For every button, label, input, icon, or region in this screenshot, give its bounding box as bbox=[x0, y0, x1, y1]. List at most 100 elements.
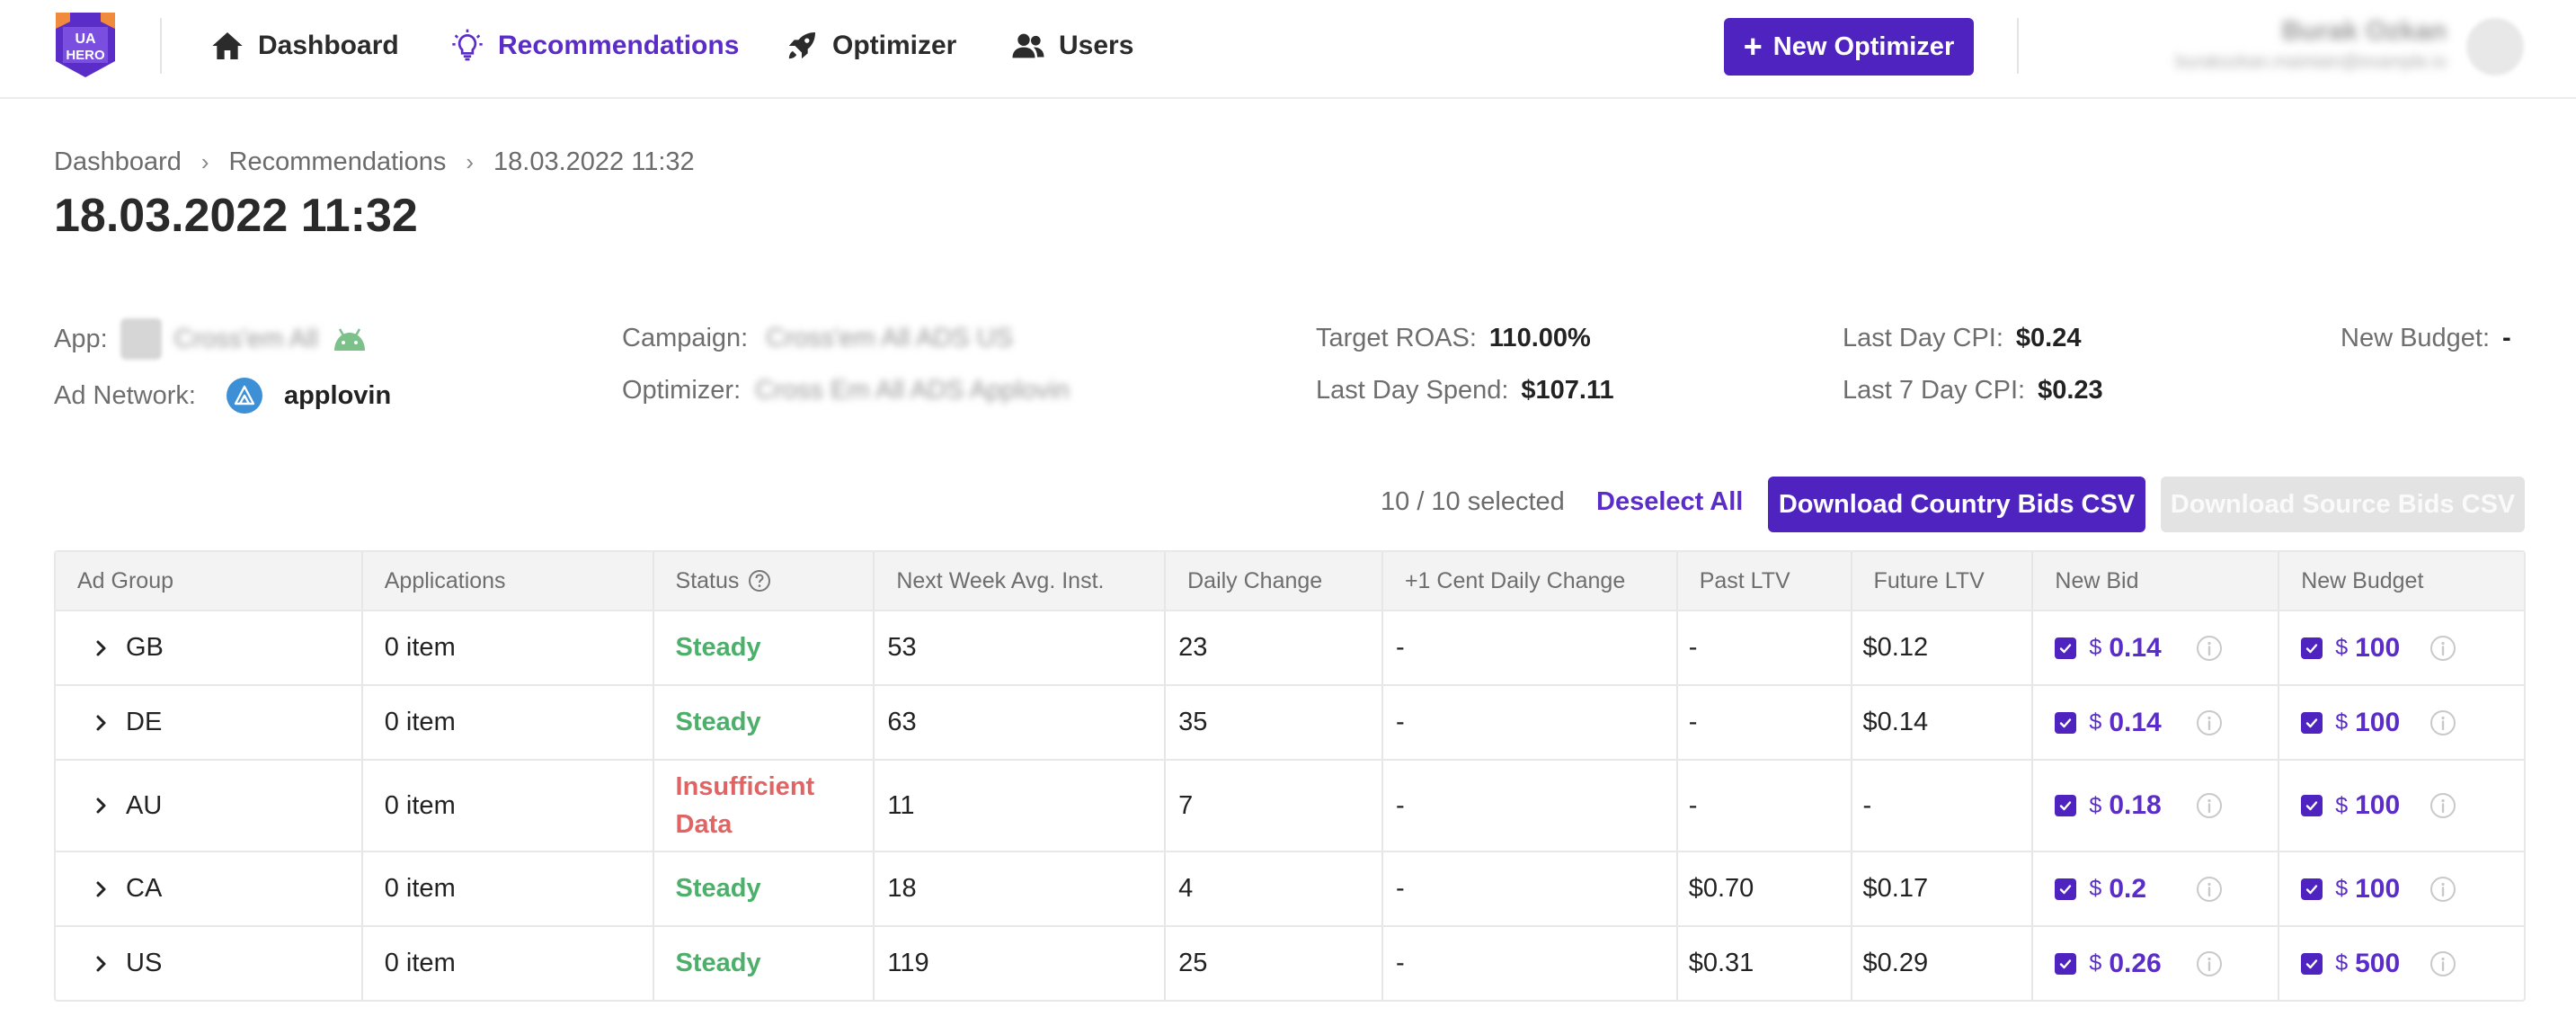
new-bid-value[interactable]: 0.14 bbox=[2109, 707, 2162, 737]
cell-status: Steady bbox=[654, 927, 875, 1000]
cell-applications: 0 item bbox=[363, 611, 654, 684]
nav-item-recommendations[interactable]: Recommendations bbox=[449, 25, 739, 67]
cell-ad-group: AU bbox=[56, 761, 363, 851]
home-icon bbox=[212, 32, 243, 59]
ad-group-name: GB bbox=[126, 633, 164, 662]
deselect-all-button[interactable]: Deselect All bbox=[1596, 487, 1744, 516]
new-budget-checkbox[interactable] bbox=[2301, 711, 2323, 734]
info-icon[interactable] bbox=[2429, 791, 2457, 820]
cell-applications: 0 item bbox=[363, 927, 654, 1000]
cell-past-ltv: - bbox=[1678, 611, 1852, 684]
status-label: Steady bbox=[675, 708, 761, 736]
header-future-ltv: Future LTV bbox=[1852, 552, 2034, 610]
ad-group-name: AU bbox=[126, 790, 163, 820]
cell-past-ltv: - bbox=[1678, 686, 1852, 759]
breadcrumb-recommendations[interactable]: Recommendations bbox=[228, 147, 447, 176]
breadcrumb-dashboard[interactable]: Dashboard bbox=[54, 147, 182, 176]
help-circle-icon[interactable] bbox=[748, 569, 771, 593]
expand-row-toggle[interactable]: CA bbox=[92, 874, 162, 904]
new-budget-checkbox[interactable] bbox=[2301, 878, 2323, 900]
avatar[interactable] bbox=[2466, 18, 2524, 76]
new-bid-checkbox[interactable] bbox=[2055, 795, 2077, 816]
info-icon[interactable] bbox=[2429, 634, 2457, 663]
recommendations-table: Ad Group Applications Status Next Week A… bbox=[54, 550, 2526, 1002]
download-country-bids-button[interactable]: Download Country Bids CSV bbox=[1768, 477, 2145, 532]
info-icon[interactable] bbox=[2195, 875, 2224, 904]
cell-status: Insufficient Data bbox=[654, 761, 875, 851]
info-icon[interactable] bbox=[2195, 709, 2224, 737]
table-row: AU 0 item Insufficient Data 11 7- - - $0.18 $100 bbox=[56, 759, 2524, 851]
plus-icon: + bbox=[1743, 28, 1763, 65]
download-source-bids-button[interactable]: Download Source Bids CSV bbox=[2161, 477, 2525, 532]
cell-plus-cent-daily-change: - bbox=[1383, 686, 1678, 759]
new-budget-value[interactable]: 500 bbox=[2355, 948, 2401, 978]
cell-next-week-avg-inst: 119 bbox=[875, 927, 1167, 1000]
ua-hero-logo[interactable]: UA HERO bbox=[52, 9, 119, 81]
cell-status: Steady bbox=[654, 852, 875, 925]
ad-network-label: Ad Network: bbox=[54, 380, 196, 410]
table-header: Ad Group Applications Status Next Week A… bbox=[56, 552, 2524, 610]
new-budget-value[interactable]: 100 bbox=[2355, 707, 2401, 737]
cell-future-ltv: $0.17 bbox=[1852, 852, 2034, 925]
expand-row-toggle[interactable]: DE bbox=[92, 708, 162, 737]
cell-new-budget: $100 bbox=[2279, 852, 2524, 925]
breadcrumb: Dashboard › Recommendations › 18.03.2022… bbox=[54, 147, 695, 177]
new-budget-checkbox[interactable] bbox=[2301, 795, 2323, 816]
cell-past-ltv: $0.31 bbox=[1678, 927, 1852, 1000]
new-optimizer-button[interactable]: + New Optimizer bbox=[1724, 18, 1974, 76]
cell-future-ltv: $0.29 bbox=[1852, 927, 2034, 1000]
new-bid-checkbox[interactable] bbox=[2055, 878, 2077, 900]
new-bid-checkbox[interactable] bbox=[2055, 952, 2077, 975]
currency-symbol: $ bbox=[2335, 709, 2349, 735]
new-bid-checkbox[interactable] bbox=[2055, 711, 2077, 734]
info-icon[interactable] bbox=[2429, 875, 2457, 904]
new-budget-value[interactable]: 100 bbox=[2355, 873, 2401, 904]
campaign-value: Cross'em All ADS US bbox=[766, 324, 1013, 352]
cell-ad-group: US bbox=[56, 927, 363, 1000]
info-icon[interactable] bbox=[2195, 949, 2224, 978]
expand-row-toggle[interactable]: AU bbox=[92, 791, 162, 821]
ad-network-value: applovin bbox=[283, 380, 392, 410]
svg-text:HERO: HERO bbox=[66, 48, 105, 63]
user-email: burakozkan.maintain@example.io bbox=[2175, 52, 2447, 72]
chevron-right-icon: › bbox=[200, 148, 209, 175]
optimizer-value[interactable]: Cross Em All ADS Applovin bbox=[755, 376, 1070, 405]
new-bid-value[interactable]: 0.18 bbox=[2109, 790, 2162, 820]
table-row: US 0 item Steady 119 25- $0.31 $0.29 $0.26 $500 bbox=[56, 925, 2524, 1000]
info-icon[interactable] bbox=[2195, 634, 2224, 663]
cell-new-bid: $0.14 bbox=[2033, 686, 2280, 759]
cell-future-ltv: $0.12 bbox=[1852, 611, 2034, 684]
nav-item-optimizer[interactable]: Optimizer bbox=[784, 25, 956, 67]
target-roas-value: 110.00% bbox=[1488, 324, 1591, 352]
last-7-day-cpi-value: $0.23 bbox=[2038, 376, 2103, 405]
cell-next-week-avg-inst: 18 bbox=[875, 852, 1167, 925]
chevron-right-icon bbox=[96, 881, 106, 896]
last-day-spend-label: Last Day Spend: bbox=[1316, 376, 1509, 405]
cell-ad-group: GB bbox=[56, 611, 363, 684]
new-bid-value[interactable]: 0.14 bbox=[2109, 632, 2162, 663]
nav-item-users[interactable]: Users bbox=[1010, 25, 1133, 67]
header-daily-change: Daily Change bbox=[1166, 552, 1383, 610]
info-icon[interactable] bbox=[2429, 949, 2457, 978]
new-budget-checkbox[interactable] bbox=[2301, 637, 2323, 659]
new-bid-checkbox[interactable] bbox=[2055, 637, 2077, 659]
last-7-day-cpi-label: Last 7 Day CPI: bbox=[1843, 376, 2026, 405]
lightbulb-icon bbox=[452, 29, 483, 61]
new-budget-value[interactable]: 100 bbox=[2355, 790, 2401, 820]
cell-next-week-avg-inst: 63 bbox=[875, 686, 1167, 759]
info-last-day-cpi: Last Day CPI: $0.24 bbox=[1843, 324, 2081, 353]
new-budget-value[interactable]: 100 bbox=[2355, 632, 2401, 663]
header-plus-cent-daily-change: +1 Cent Daily Change bbox=[1383, 552, 1678, 610]
app-icon bbox=[120, 318, 162, 360]
info-icon[interactable] bbox=[2195, 791, 2224, 820]
new-budget-checkbox[interactable] bbox=[2301, 952, 2323, 975]
info-icon[interactable] bbox=[2429, 709, 2457, 737]
nav-item-dashboard[interactable]: Dashboard bbox=[209, 25, 399, 67]
new-bid-value[interactable]: 0.2 bbox=[2109, 873, 2147, 904]
new-optimizer-label: New Optimizer bbox=[1772, 31, 1955, 61]
ad-group-name: US bbox=[126, 949, 163, 977]
new-bid-value[interactable]: 0.26 bbox=[2109, 948, 2162, 978]
expand-row-toggle[interactable]: US bbox=[92, 949, 162, 978]
expand-row-toggle[interactable]: GB bbox=[92, 633, 164, 663]
user-name[interactable]: Burak Ozkan bbox=[2281, 16, 2447, 46]
